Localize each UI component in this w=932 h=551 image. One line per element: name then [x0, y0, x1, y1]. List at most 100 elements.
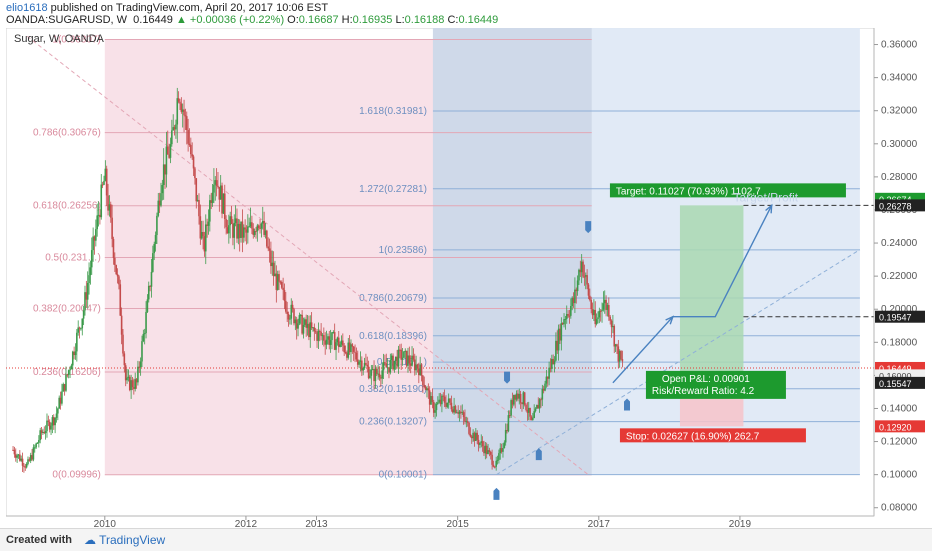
candle-body	[23, 465, 25, 467]
fib-left-level-label: 0.382(0.20047)	[33, 303, 101, 314]
x-tick-label: 2013	[305, 519, 328, 528]
candle-body	[386, 367, 389, 369]
candle-body	[570, 305, 572, 316]
candle-body	[149, 285, 151, 287]
candle-body	[423, 385, 426, 387]
candle-body	[74, 351, 77, 356]
candle-body	[551, 358, 553, 369]
candle-body	[329, 340, 332, 345]
chart-container[interactable]: 1(0.36307) 0.786(0.30676) 0.618(0.26256) 0.…	[6, 28, 926, 528]
candle-body	[404, 350, 407, 352]
candle-body	[100, 184, 103, 218]
projection-arrowhead	[765, 203, 773, 214]
candle-body	[422, 375, 424, 386]
candle-body	[587, 284, 590, 296]
candle-body	[416, 364, 419, 369]
candle-body	[426, 388, 428, 391]
candle-body	[453, 406, 455, 413]
candle-body	[253, 231, 256, 235]
candle-body	[198, 199, 200, 217]
candle-body	[236, 218, 238, 239]
candle-body	[618, 351, 621, 362]
candle-body	[173, 127, 176, 130]
candle-body	[465, 421, 468, 423]
candle-body	[111, 217, 113, 240]
candle-body	[128, 376, 131, 391]
candle-body	[527, 407, 530, 413]
candle-body	[428, 390, 431, 405]
candle-body	[320, 331, 322, 336]
candle-body	[469, 433, 472, 437]
tradingview-logo[interactable]: ☁ TradingView	[84, 533, 166, 547]
candle-body	[616, 344, 618, 347]
price-tag-label: 0.15547	[879, 379, 912, 389]
candle-body	[126, 377, 128, 381]
candle-body	[188, 143, 191, 145]
candle-body	[561, 323, 564, 325]
candle-body	[103, 180, 105, 185]
candle-body	[475, 432, 477, 441]
candle-body	[591, 309, 594, 316]
candle-body	[65, 374, 67, 391]
arrow-down-icon	[580, 221, 597, 234]
candle-body	[578, 269, 580, 281]
chart-title: Sugar, W, OANDA	[14, 33, 105, 45]
x-tick-label: 2012	[235, 519, 258, 528]
candle-body	[317, 330, 320, 341]
symbol-line: OANDA:SUGARUSD, W 0.16449 ▲ +0.00036 (+0…	[6, 14, 498, 26]
candle-body	[449, 398, 451, 403]
candle-body	[19, 454, 21, 461]
position-target-zone	[679, 205, 744, 383]
fib-right-level-label: 0.382(0.15190)	[359, 384, 427, 395]
candle-body	[172, 127, 174, 131]
candle-body	[529, 407, 531, 417]
candle-body	[374, 368, 377, 382]
candle-body	[202, 231, 204, 237]
candle-body	[434, 410, 436, 413]
candle-body	[25, 463, 28, 468]
candle-body	[339, 344, 341, 347]
candle-body	[504, 430, 507, 443]
candle-body	[515, 393, 518, 400]
candle-body	[92, 236, 94, 251]
candle-body	[354, 351, 356, 353]
candle-body	[286, 311, 288, 315]
candle-body	[601, 309, 603, 312]
candle-body	[57, 408, 59, 414]
candle-body	[171, 130, 173, 145]
candle-body	[78, 327, 81, 329]
candle-body	[175, 124, 177, 130]
candle-body	[571, 297, 573, 306]
y-axis: 0.360000.340000.320000.300000.280000.260…	[873, 28, 925, 516]
candle-body	[185, 116, 188, 131]
author-link[interactable]: elio1618	[6, 2, 48, 14]
candle-body	[283, 290, 286, 301]
candle-body	[540, 399, 542, 401]
candle-body	[256, 225, 259, 232]
candle-body	[263, 220, 265, 235]
candle-body	[12, 449, 14, 451]
candle-body	[574, 289, 576, 304]
candle-body	[131, 380, 134, 388]
candle-body	[382, 362, 385, 371]
price-chart[interactable]: 1(0.36307) 0.786(0.30676) 0.618(0.26256) 0.…	[6, 28, 926, 528]
candle-body	[267, 246, 269, 249]
candle-body	[385, 363, 388, 368]
candle-body	[445, 402, 447, 407]
candle-body	[419, 364, 421, 376]
candle-body	[280, 281, 283, 288]
candle-body	[240, 221, 242, 238]
candle-body	[567, 314, 569, 316]
candle-body	[377, 373, 379, 375]
candle-body	[413, 359, 416, 371]
candle-body	[373, 369, 375, 382]
candle-body	[66, 374, 69, 376]
candle-body	[555, 340, 557, 361]
candle-body	[222, 193, 225, 214]
stop-label: Stop: 0.02627 (16.90%) 262.7	[626, 431, 760, 442]
candle-body	[409, 363, 412, 366]
candle-body	[545, 376, 548, 384]
candle-body	[484, 445, 487, 454]
candle-body	[289, 318, 291, 320]
candle-body	[424, 386, 427, 391]
